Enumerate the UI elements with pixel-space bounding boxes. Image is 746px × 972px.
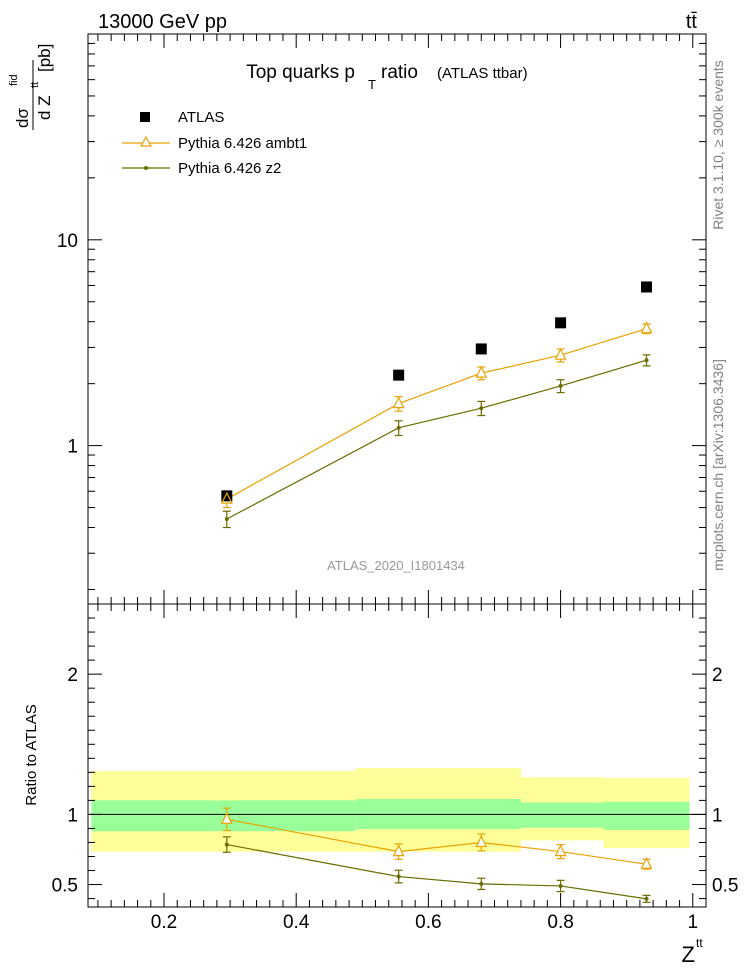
- ratio-ambt1-point: [640, 856, 653, 869]
- ratio-ytick-label-right: 2: [712, 665, 723, 686]
- ambt1-point: [554, 347, 567, 360]
- z2-line: [226, 359, 647, 520]
- z2-point: [558, 383, 563, 388]
- ratio-ytick-label: 0.5: [52, 876, 78, 897]
- ratio-xtick-label: 0.2: [151, 912, 177, 933]
- legend: ATLAS Pythia 6.426 ambt1 Pythia 6.426 z2: [122, 109, 307, 177]
- ratio-z2-point: [479, 881, 484, 886]
- rivet-version-label: Rivet 3.1.10, ≥ 300k events: [710, 60, 726, 230]
- process-label: 13000 GeV pp: [98, 11, 227, 33]
- ratio-z2-point: [644, 896, 649, 901]
- ylabel-numerator-sup: fid: [8, 74, 20, 86]
- main-plot-panel: Top quarks p T ratio (ATLAS ttbar) ATLAS…: [8, 33, 707, 605]
- legend-label-z2: Pythia 6.426 z2: [178, 160, 281, 177]
- main-title-paren: (ATLAS ttbar): [437, 65, 528, 82]
- ylabel-numerator: dσ: [13, 108, 32, 128]
- main-title-text: Top quarks p: [246, 62, 355, 83]
- ratio-plot-frame: [87, 603, 707, 908]
- ambt1-point: [392, 396, 405, 409]
- z2-point: [224, 516, 229, 521]
- legend-marker-atlas: [140, 112, 150, 122]
- main-ytick-label: 10: [57, 231, 78, 252]
- z2-point: [644, 358, 649, 363]
- z2-point: [479, 406, 484, 411]
- ratio-z2-line: [226, 843, 647, 900]
- xlabel-sup: tt: [696, 936, 703, 950]
- ttbar-label: tt̄: [686, 11, 698, 33]
- ambt1-point-overlay: [220, 491, 233, 504]
- legend-label-ambt1: Pythia 6.426 ambt1: [178, 135, 307, 152]
- ratio-ytick-label-right: 1: [712, 805, 723, 826]
- ratio-plot-panel: 0.2 0.4 0.6 0.8 1 0.5 0.5 1 1 2 2 Ratio to ATLAS Z…: [23, 603, 738, 967]
- ambt1-point: [640, 321, 653, 334]
- uncertainty-band-inner: [520, 802, 604, 828]
- legend-label-atlas: ATLAS: [178, 109, 224, 126]
- uncertainty-band-inner: [603, 801, 690, 830]
- main-title-subscript: T: [368, 77, 376, 92]
- ylabel-unit: [pb]: [35, 44, 54, 72]
- ratio-xtick-label: 0.6: [415, 912, 441, 933]
- xlabel: Z: [682, 942, 695, 967]
- atlas-data-point: [221, 490, 233, 502]
- ratio-xtick-label: 0.4: [283, 912, 310, 933]
- ratio-z2-point: [396, 874, 401, 879]
- ratio-ytick-label: 1: [67, 805, 78, 826]
- ambt1-point: [475, 365, 488, 378]
- atlas-data-point: [641, 281, 653, 293]
- legend-marker-ambt1: [139, 135, 153, 147]
- ratio-xtick-label: 0.8: [547, 912, 573, 933]
- atlas-data-point: [475, 343, 487, 355]
- ratio-ambt1-point: [475, 835, 488, 848]
- ratio-z2-point: [224, 842, 229, 847]
- main-title-rest: ratio: [381, 62, 418, 83]
- ratio-ytick-label-right: 0.5: [712, 876, 738, 897]
- watermark-label: ATLAS_2020_I1801434: [327, 558, 465, 573]
- ratio-z2-point: [558, 883, 563, 888]
- ylabel-denominator-sup: tt: [29, 82, 41, 88]
- ambt1-line: [226, 328, 647, 500]
- atlas-data-point: [555, 317, 567, 329]
- z2-point: [396, 425, 401, 430]
- legend-marker-z2: [144, 166, 148, 170]
- uncertainty-band-inner: [91, 800, 356, 832]
- ylabel-denominator: d Z: [35, 95, 54, 120]
- ratio-xtick-label: 1: [687, 912, 698, 933]
- ratio-ambt1-point: [220, 811, 233, 824]
- mcplots-site-label: mcplots.cern.ch [arXiv:1306.3436]: [710, 359, 726, 571]
- main-ytick-label: 1: [67, 437, 78, 458]
- ratio-ytick-label: 2: [67, 665, 78, 686]
- ratio-ambt1-point: [554, 844, 567, 857]
- atlas-data-point: [393, 369, 405, 381]
- ratio-ambt1-point: [392, 844, 405, 857]
- ratio-ylabel: Ratio to ATLAS: [23, 704, 40, 805]
